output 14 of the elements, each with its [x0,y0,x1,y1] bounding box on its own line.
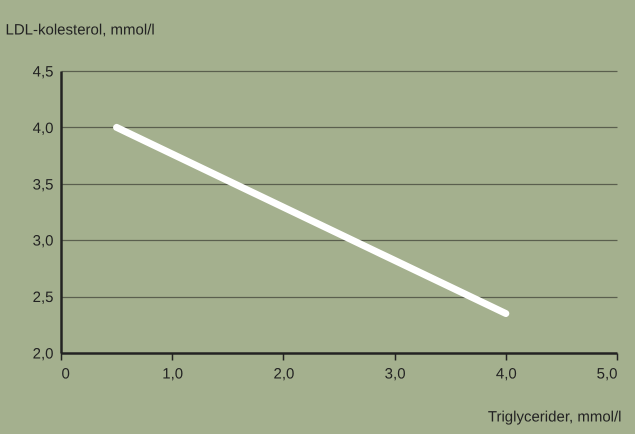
y-tick-label: 4,0 [32,120,54,137]
y-tick-label: 4,5 [32,64,54,80]
x-tick-label: 4,0 [496,366,517,382]
y-tick-label: 3,0 [32,232,54,250]
x-tick-label: 3,0 [384,366,406,382]
y-axis-title: LDL-kolesterol, mmol/l [6,22,155,38]
y-tick-label: 3,5 [32,176,54,194]
x-tick-label: 1,0 [162,366,184,382]
y-tick-label: 2,0 [32,346,54,362]
x-tick-label: 0 [62,366,70,382]
x-tick-label: 2,0 [273,366,294,382]
x-tick-label: 5,0 [596,366,618,382]
x-axis-title: Triglycerider, mmol/l [488,408,622,426]
y-tick-label: 2,5 [32,289,54,306]
